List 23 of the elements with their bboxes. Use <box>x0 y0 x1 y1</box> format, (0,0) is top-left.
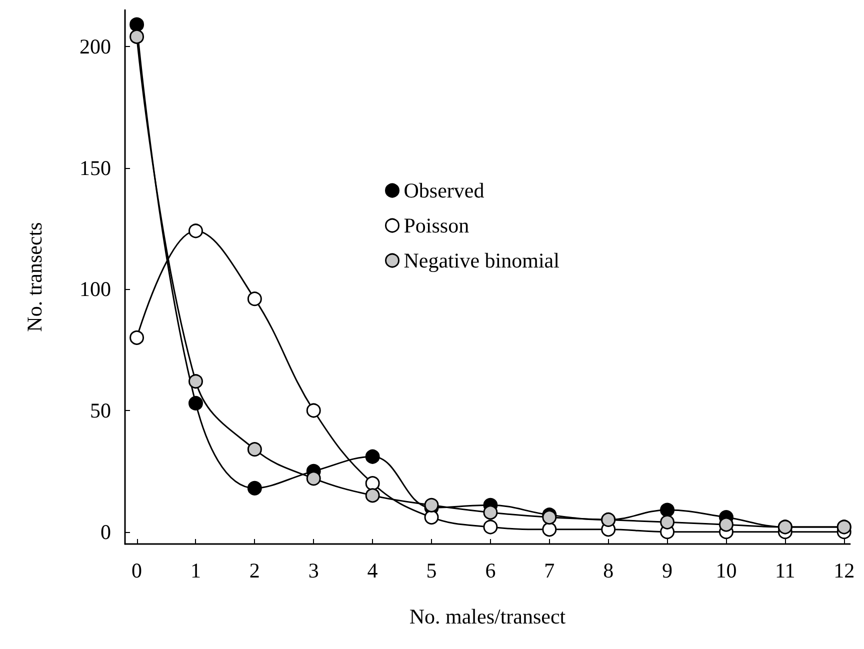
y-tick-label: 100 <box>80 277 111 302</box>
x-tick-label: 11 <box>775 558 796 582</box>
x-tick-label: 4 <box>367 558 378 582</box>
legend-label: Poisson <box>404 214 470 238</box>
x-tick-label: 5 <box>426 558 437 582</box>
y-tick-label: 50 <box>90 398 111 422</box>
x-axis-title: No. males/transect <box>409 604 566 628</box>
x-tick-label: 6 <box>485 558 496 582</box>
x-tick-label: 10 <box>716 558 737 582</box>
y-tick-label: 0 <box>100 520 111 544</box>
legend-label: Negative binomial <box>404 248 560 272</box>
x-tick-label: 9 <box>662 558 673 582</box>
x-tick-label: 8 <box>603 558 614 582</box>
x-tick-label: 1 <box>190 558 201 582</box>
x-tick-label: 12 <box>834 558 855 582</box>
y-axis-title: No. transects <box>22 222 46 332</box>
x-tick-label: 7 <box>544 558 555 582</box>
y-tick-label: 150 <box>80 156 111 180</box>
x-tick-label: 0 <box>132 558 142 582</box>
legend-label: Observed <box>404 178 485 202</box>
y-tick-label: 200 <box>80 34 111 58</box>
x-tick-label: 2 <box>249 558 260 582</box>
x-tick-label: 3 <box>308 558 319 582</box>
